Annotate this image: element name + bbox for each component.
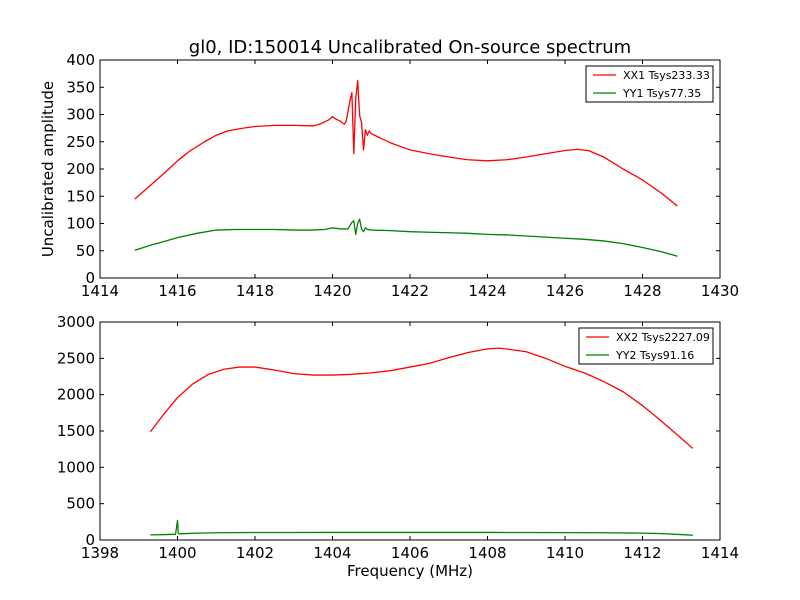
panel-2-xtick-label: 1400 (158, 544, 196, 562)
panel-1-ytick-label: 50 (76, 242, 95, 260)
panel-1-ytick-label: 200 (66, 160, 95, 178)
panel-2-xtick-label: 1402 (236, 544, 274, 562)
panel-1-xtick-label: 1430 (701, 282, 739, 300)
panel-1-series-xx1-tsys233-33 (134, 80, 678, 207)
panel-2-xtick-label: 1410 (546, 544, 584, 562)
lower-panel: 1398 1400 1402 1404 1406 1408 1410 1412 1414 0 500… (57, 313, 739, 580)
panel-2-xtick-label: 1398 (81, 544, 119, 562)
panel-1-xtick-label: 1414 (81, 282, 119, 300)
panel-2-legend-entry-yy2-tsys91-16: YY2 Tsys91.16 (615, 349, 694, 362)
panel-2-ytick-label: 500 (66, 495, 95, 513)
panel-1-ytick-label: 300 (66, 106, 95, 124)
panel-1-xtick-label: 1418 (236, 282, 274, 300)
panel-1-ytick-label: 150 (66, 187, 95, 205)
panel-2-legend-entry-xx2-tsys2227-09: XX2 Tsys2227.09 (616, 331, 710, 344)
panel-2-legend: XX2 Tsys2227.09 YY2 Tsys91.16 (578, 327, 714, 365)
panel-2-ytick-label: 1000 (57, 458, 95, 476)
panel-2-ytick-label: 0 (85, 531, 95, 549)
panel-1-ytick-label: 0 (85, 269, 95, 287)
upper-panel: 1414 1416 1418 1420 1422 1424 1426 1428 1430 0 50 1… (39, 51, 739, 300)
panel-2-series-xx2-tsys2227-09 (149, 347, 694, 449)
panel-2-xtick-label: 1404 (313, 544, 351, 562)
panel-2-legend-box (578, 327, 714, 365)
figure-title: gl0, ID:150014 Uncalibrated On-source sp… (189, 37, 631, 58)
panel-1-ytick-label: 400 (66, 51, 95, 69)
panel-2-xtick-label: 1414 (701, 544, 739, 562)
panel-1-xtick-label: 1420 (313, 282, 351, 300)
panel-1-legend-box (585, 65, 714, 103)
panel-2-xtick-label: 1408 (468, 544, 506, 562)
panel-1-legend: XX1 Tsys233.33 YY1 Tsys77.35 (585, 65, 714, 103)
panel-1-ytick-label: 350 (66, 78, 95, 96)
panel-1-legend-entry-xx1-tsys233-33: XX1 Tsys233.33 (623, 69, 710, 82)
panel-1-xtick-label: 1424 (468, 282, 506, 300)
panel-2-series-yy2-tsys91-16 (150, 519, 693, 536)
panel-1-xtick-label: 1428 (623, 282, 661, 300)
panel-2-xlabel: Frequency (MHz) (347, 562, 473, 580)
panel-1-xtick-label: 1426 (546, 282, 584, 300)
panel-1-xtick-label: 1416 (158, 282, 196, 300)
panel-2-xtick-label: 1412 (623, 544, 661, 562)
panel-1-ytick-label: 100 (66, 215, 95, 233)
panel-1-ylabel: Uncalibrated amplitude (39, 81, 57, 257)
panel-1-ytick-label: 250 (66, 133, 95, 151)
panel-2-xtick-label: 1406 (391, 544, 429, 562)
panel-2-ytick-label: 2000 (57, 386, 95, 404)
panel-1-series-yy1-tsys77-35 (134, 218, 678, 257)
panel-2-ytick-label: 1500 (57, 422, 95, 440)
panel-2-ytick-label: 3000 (57, 313, 95, 331)
panel-1-xtick-label: 1422 (391, 282, 429, 300)
panel-2-ytick-label: 2500 (57, 349, 95, 367)
panel-1-legend-entry-yy1-tsys77-35: YY1 Tsys77.35 (622, 87, 701, 100)
